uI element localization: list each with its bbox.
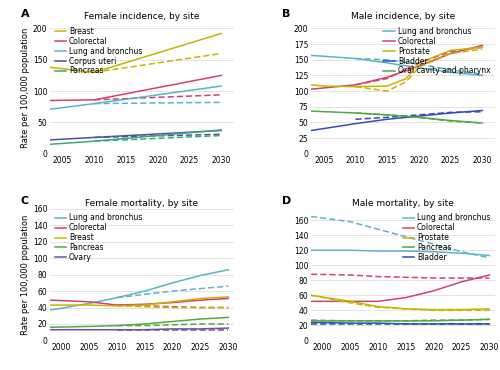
Legend: Lung and bronchus, Colorectal, Breast, Pancreas, Ovary: Lung and bronchus, Colorectal, Breast, P… (54, 213, 143, 263)
Text: B: B (282, 9, 290, 19)
Y-axis label: Rate per 100,000 population: Rate per 100,000 population (21, 215, 30, 335)
Y-axis label: Rate per 100,000 population: Rate per 100,000 population (21, 28, 30, 148)
Title: Male incidence, by site: Male incidence, by site (351, 13, 455, 21)
Text: C: C (20, 196, 28, 206)
Title: Female incidence, by site: Female incidence, by site (84, 13, 200, 21)
Legend: Lung and bronchus, Colorectal, Prostate, Bladder, Oral cavity and pharynx: Lung and bronchus, Colorectal, Prostate,… (382, 26, 491, 76)
Legend: Lung and bronchus, Colorectal, Prostate, Pancreas, Bladder: Lung and bronchus, Colorectal, Prostate,… (402, 213, 491, 263)
Text: D: D (282, 196, 291, 206)
Title: Female mortality, by site: Female mortality, by site (86, 199, 198, 208)
Text: A: A (20, 9, 29, 19)
Legend: Breast, Colorectal, Lung and bronchus, Corpus uteri, Pancreas: Breast, Colorectal, Lung and bronchus, C… (54, 26, 143, 76)
Title: Male mortality, by site: Male mortality, by site (352, 199, 454, 208)
